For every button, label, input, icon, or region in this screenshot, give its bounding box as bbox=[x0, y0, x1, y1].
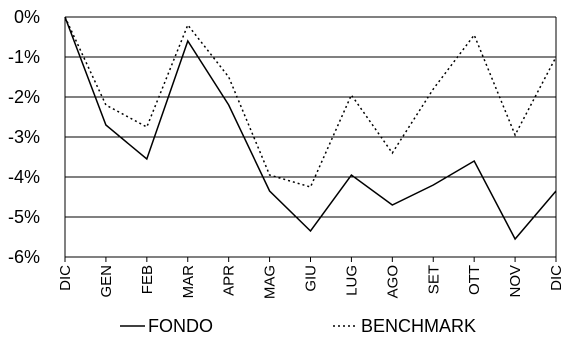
y-tick-label: 0% bbox=[14, 7, 40, 27]
y-tick-label: -1% bbox=[8, 47, 40, 67]
series-line-fondo bbox=[65, 17, 556, 239]
x-tick-label: APR bbox=[221, 265, 238, 296]
y-tick-label: -6% bbox=[8, 247, 40, 267]
y-tick-label: -3% bbox=[8, 127, 40, 147]
x-tick-label: DIC bbox=[548, 265, 565, 291]
x-tick-label: MAR bbox=[180, 265, 197, 299]
x-tick-label: DIC bbox=[57, 265, 74, 291]
x-tick-label: LUG bbox=[343, 265, 360, 296]
y-tick-label: -2% bbox=[8, 87, 40, 107]
x-tick-label: MAG bbox=[262, 265, 279, 299]
axes bbox=[65, 17, 556, 262]
y-tick-label: -5% bbox=[8, 207, 40, 227]
y-tick-labels: 0% -1% -2% -3% -4% -5% -6% bbox=[8, 7, 40, 267]
legend-label: FONDO bbox=[148, 316, 213, 336]
series-lines bbox=[65, 17, 556, 239]
x-tick-label: SET bbox=[425, 265, 442, 294]
x-tick-label: OTT bbox=[466, 265, 483, 295]
x-tick-labels: DIC GEN FEB MAR APR MAG GIU LUG AGO SET OTT NOV DIC bbox=[57, 265, 565, 299]
x-tick-label: FEB bbox=[139, 265, 156, 294]
x-tick-label: AGO bbox=[384, 265, 401, 298]
y-tick-label: -4% bbox=[8, 167, 40, 187]
x-tick-label: GIU bbox=[303, 265, 320, 292]
legend: FONDO BENCHMARK bbox=[120, 316, 476, 336]
legend-label: BENCHMARK bbox=[361, 316, 476, 336]
gridlines bbox=[65, 17, 556, 257]
x-tick-label: GEN bbox=[98, 265, 115, 298]
series-line-benchmark bbox=[65, 17, 556, 187]
x-tick-label: NOV bbox=[507, 265, 524, 298]
